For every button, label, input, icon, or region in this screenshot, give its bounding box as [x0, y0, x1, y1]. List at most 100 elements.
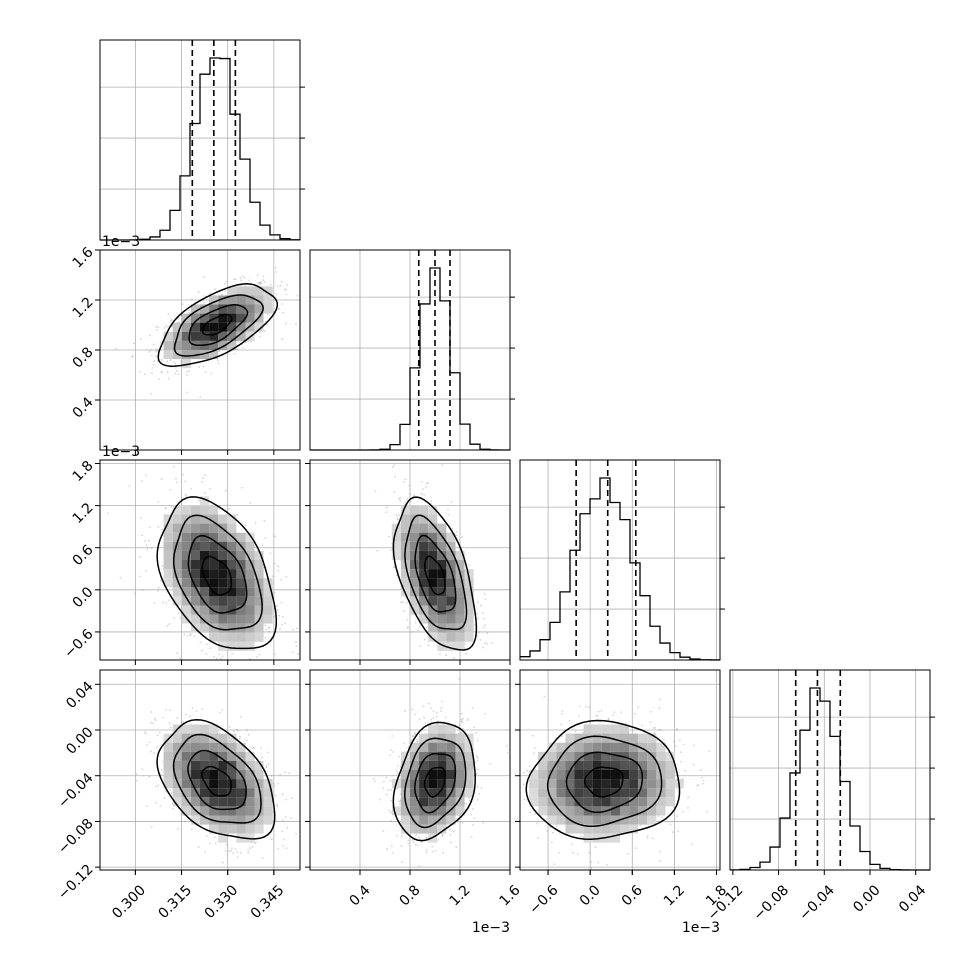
- sample-point: [470, 813, 473, 816]
- histogram-step-line: [730, 687, 930, 871]
- density-cell: [200, 578, 210, 588]
- sample-point: [406, 618, 409, 621]
- sample-point: [195, 710, 198, 712]
- sample-point: [158, 378, 161, 380]
- sample-point: [373, 777, 375, 780]
- sample-point: [252, 746, 255, 749]
- sample-point: [398, 514, 401, 516]
- density-cell: [181, 569, 191, 579]
- density-cell: [227, 797, 237, 807]
- density-cell: [200, 550, 210, 560]
- sample-point: [243, 277, 246, 279]
- sample-point: [148, 526, 151, 529]
- sample-point: [382, 830, 385, 832]
- sample-point: [290, 797, 293, 800]
- contour-level-0: [201, 313, 233, 336]
- sample-point: [284, 771, 286, 774]
- sample-point: [168, 599, 171, 602]
- sample-point: [240, 279, 243, 281]
- density-cell: [437, 605, 447, 615]
- sample-point: [476, 798, 479, 801]
- density-cell: [410, 505, 420, 515]
- sample-point: [213, 656, 216, 658]
- sample-point: [280, 579, 282, 581]
- sample-point: [274, 653, 276, 656]
- sample-point: [258, 282, 261, 285]
- sample-point: [417, 629, 420, 632]
- density-cell: [236, 788, 246, 798]
- density-cell: [236, 569, 246, 579]
- density-cell: [190, 569, 200, 579]
- density-cell: [227, 295, 237, 305]
- density-cell: [254, 797, 264, 807]
- density-cell: [236, 614, 246, 624]
- sample-point: [234, 848, 237, 850]
- density-cell: [218, 632, 228, 642]
- contours: [156, 496, 278, 650]
- sample-point: [392, 466, 394, 469]
- sample-point: [295, 641, 297, 644]
- sample-point: [150, 711, 153, 713]
- density-cell: [218, 304, 228, 314]
- density-cell: [236, 313, 246, 323]
- sample-point: [157, 526, 160, 528]
- sample-point: [141, 589, 144, 592]
- density-cell: [200, 587, 210, 597]
- sample-point: [162, 716, 165, 719]
- sample-point: [148, 350, 151, 353]
- density-cell: [190, 523, 200, 533]
- grid-lines: [520, 460, 720, 660]
- sample-point: [416, 843, 419, 846]
- sample-point: [186, 634, 189, 637]
- sample-point: [281, 623, 283, 626]
- sample-point: [236, 348, 239, 350]
- sample-point: [177, 373, 180, 376]
- sample-point: [176, 652, 179, 654]
- density-cell: [200, 541, 210, 551]
- density-cell: [200, 322, 210, 332]
- sample-point: [406, 626, 409, 629]
- sample-point: [295, 323, 297, 326]
- sample-point: [422, 705, 425, 708]
- sample-point: [159, 805, 162, 807]
- density-cells: [163, 496, 273, 651]
- density-frame: [99, 459, 301, 661]
- sample-point: [395, 514, 398, 516]
- sample-point: [447, 513, 450, 516]
- density-cell: [455, 614, 465, 624]
- sample-point: [391, 852, 394, 854]
- sample-point: [148, 776, 151, 778]
- density-cell: [200, 623, 210, 633]
- density-cell: [419, 523, 429, 533]
- sample-point: [193, 635, 196, 638]
- sample-point: [458, 724, 461, 727]
- density-cell: [200, 514, 210, 524]
- sample-point: [275, 820, 278, 822]
- density-cell: [172, 523, 182, 533]
- sample-point: [259, 281, 262, 284]
- sample-point: [176, 370, 178, 372]
- sample-point: [390, 749, 393, 752]
- histogram-frame: [99, 39, 301, 241]
- sample-point: [430, 707, 433, 709]
- density-cell: [236, 632, 246, 642]
- sample-point: [385, 511, 388, 513]
- density-cell: [455, 596, 465, 606]
- sample-point: [221, 709, 224, 711]
- sample-point: [169, 709, 171, 711]
- sample-point: [155, 348, 158, 351]
- density-cell: [181, 340, 191, 350]
- sample-point: [160, 768, 163, 771]
- density-cell: [245, 532, 255, 542]
- sample-point: [461, 821, 464, 824]
- sample-point: [486, 632, 489, 634]
- density-cell: [163, 760, 173, 770]
- sample-point: [270, 774, 273, 777]
- sample-point: [476, 601, 479, 604]
- sample-point: [164, 507, 167, 509]
- sample-point: [198, 499, 201, 502]
- density-cell: [236, 322, 246, 332]
- sample-point: [139, 555, 142, 558]
- sample-point: [152, 343, 155, 346]
- sample-point: [264, 624, 267, 627]
